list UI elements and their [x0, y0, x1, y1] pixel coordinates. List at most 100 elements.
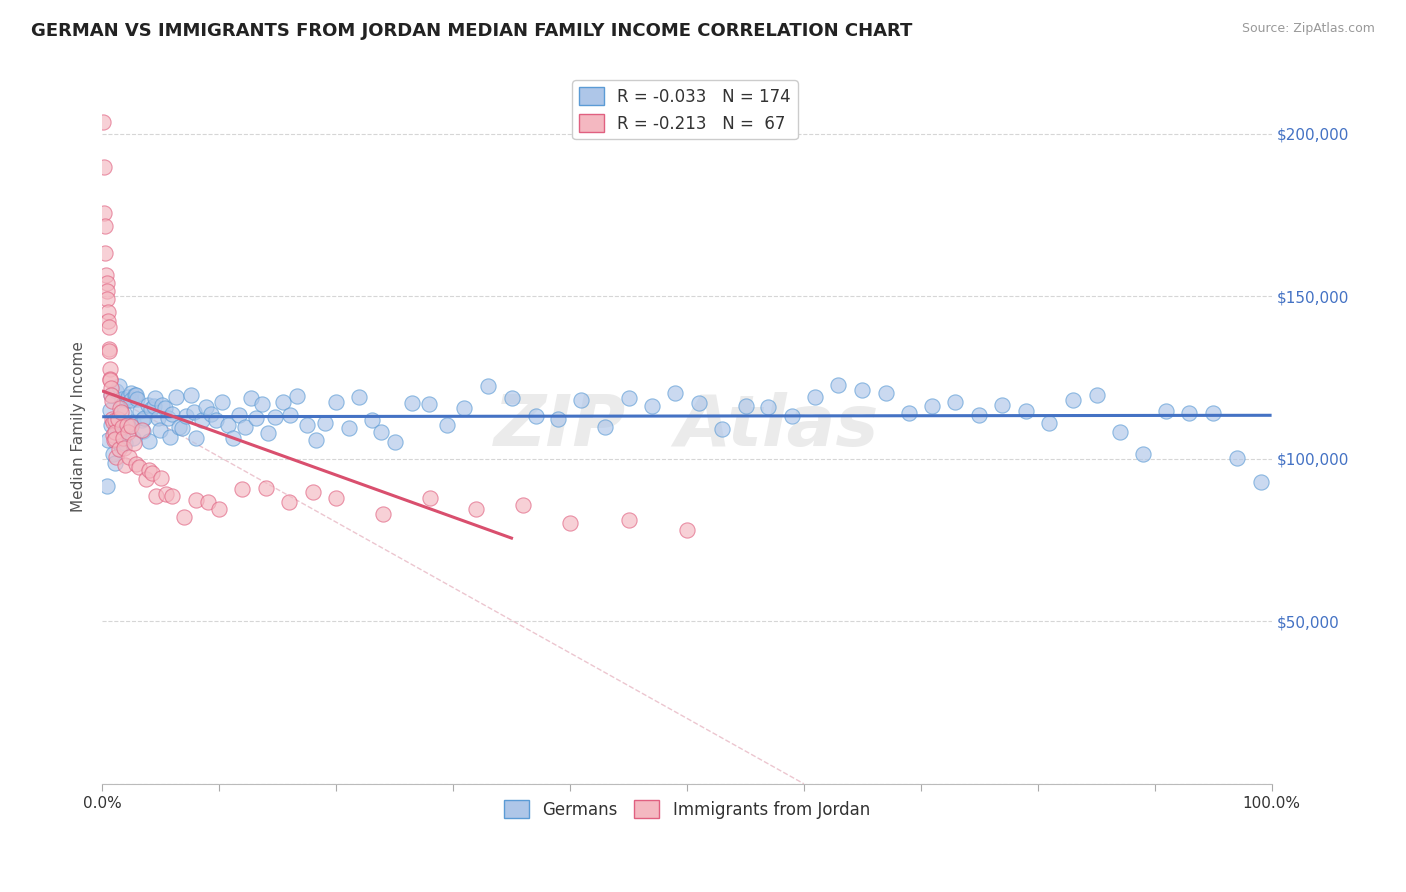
Point [94, 268, 117, 283]
Point [114, 435, 136, 450]
Point [120, 386, 142, 401]
Point [278, 495, 301, 509]
Point [104, 456, 127, 470]
Point [100, 388, 122, 402]
Point [617, 513, 640, 527]
Point [676, 523, 699, 537]
Point [125, 388, 148, 402]
Point [664, 386, 686, 401]
Point [756, 400, 779, 414]
Point [131, 413, 153, 427]
Legend: Germans, Immigrants from Jordan: Germans, Immigrants from Jordan [498, 794, 876, 825]
Point [271, 394, 294, 409]
Point [155, 401, 177, 416]
Point [139, 401, 162, 416]
Point [233, 419, 256, 434]
Point [107, 415, 129, 429]
Point [101, 415, 124, 429]
Point [124, 388, 146, 402]
Point [110, 439, 132, 453]
Point [115, 392, 138, 407]
Point [148, 423, 170, 437]
Point [97, 305, 120, 319]
Point [100, 394, 122, 409]
Point [991, 398, 1014, 412]
Point [240, 391, 263, 405]
Point [112, 406, 135, 420]
Point [93, 206, 115, 220]
Point [112, 431, 135, 445]
Point [143, 400, 166, 414]
Point [735, 399, 758, 413]
Point [108, 379, 131, 393]
Point [419, 491, 441, 505]
Point [101, 427, 124, 442]
Point [297, 418, 319, 433]
Point [103, 434, 125, 448]
Point [711, 421, 734, 435]
Point [780, 409, 803, 424]
Point [827, 377, 849, 392]
Point [94, 219, 117, 233]
Point [593, 420, 616, 434]
Point [228, 408, 250, 422]
Point [371, 507, 394, 521]
Point [418, 397, 440, 411]
Point [136, 398, 159, 412]
Point [172, 421, 194, 435]
Point [138, 434, 160, 448]
Point [1038, 416, 1060, 430]
Point [135, 471, 157, 485]
Point [97, 342, 120, 356]
Point [159, 430, 181, 444]
Point [349, 390, 371, 404]
Point [91, 115, 114, 129]
Point [263, 409, 285, 424]
Point [101, 447, 124, 461]
Text: Source: ZipAtlas.com: Source: ZipAtlas.com [1241, 22, 1375, 36]
Point [149, 471, 172, 485]
Point [104, 432, 127, 446]
Point [120, 419, 142, 434]
Point [120, 392, 142, 407]
Point [145, 489, 167, 503]
Point [804, 390, 827, 404]
Point [98, 372, 121, 386]
Point [401, 396, 423, 410]
Point [125, 457, 148, 471]
Point [436, 417, 458, 432]
Point [131, 423, 153, 437]
Point [180, 388, 202, 402]
Point [1202, 405, 1225, 419]
Point [524, 409, 547, 423]
Point [110, 405, 132, 419]
Point [1062, 392, 1084, 407]
Point [1108, 425, 1130, 439]
Point [107, 412, 129, 426]
Point [122, 415, 145, 429]
Text: GERMAN VS IMMIGRANTS FROM JORDAN MEDIAN FAMILY INCOME CORRELATION CHART: GERMAN VS IMMIGRANTS FROM JORDAN MEDIAN … [31, 22, 912, 40]
Point [547, 411, 569, 425]
Point [105, 450, 128, 465]
Point [132, 411, 155, 425]
Point [121, 431, 143, 445]
Point [128, 404, 150, 418]
Point [569, 392, 592, 407]
Point [100, 418, 122, 433]
Point [100, 373, 122, 387]
Point [110, 432, 132, 446]
Point [111, 420, 134, 434]
Point [97, 314, 120, 328]
Point [101, 412, 124, 426]
Point [195, 400, 218, 414]
Y-axis label: Median Family Income: Median Family Income [72, 341, 86, 512]
Point [1085, 388, 1108, 402]
Point [98, 344, 121, 359]
Point [104, 384, 127, 398]
Point [98, 362, 121, 376]
Point [314, 416, 336, 430]
Point [875, 385, 897, 400]
Point [453, 401, 475, 416]
Point [143, 391, 166, 405]
Point [141, 467, 163, 481]
